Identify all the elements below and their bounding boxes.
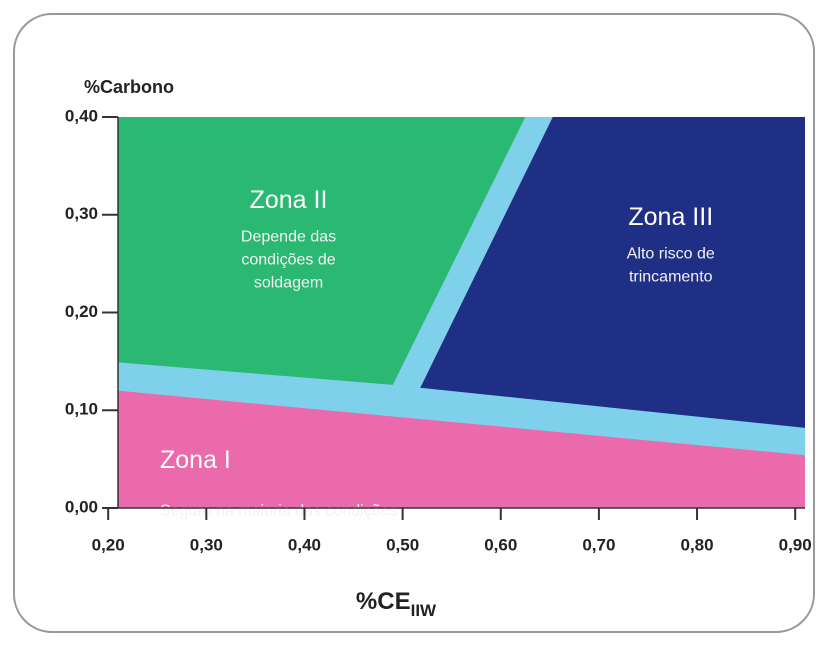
zone-description: soldagem [254,275,323,292]
x-tick-label: 0,30 [190,535,223,554]
x-axis-label: %CEIIW [356,588,437,620]
zone [420,117,805,428]
zone-description: condições de [241,252,335,269]
zone [118,117,526,385]
x-tick-label: 0,90 [779,535,812,554]
y-tick-label: 0,40 [65,106,98,125]
x-tick-label: 0,80 [680,535,713,554]
zone-name: Zona I [160,446,231,474]
y-tick-label: 0,00 [65,497,98,516]
zone-description: Depende das [241,229,336,246]
y-axis-label: %Carbono [84,77,174,97]
x-tick-label: 0,60 [484,535,517,554]
zone-name: Zona II [250,186,328,214]
y-tick-label: 0,20 [65,302,98,321]
x-axis-label-sub: IIW [411,601,437,620]
x-tick-label: 0,20 [92,535,125,554]
x-tick-label: 0,50 [386,535,419,554]
zone-description: Seguro na maioria das condições [160,503,397,520]
zone-description: trincamento [629,269,713,286]
x-axis-label-main: %CE [356,588,411,615]
x-tick-label: 0,70 [582,535,615,554]
zone-description: Alto risco de [627,246,715,263]
zone-name: Zona III [628,203,713,231]
x-tick-label: 0,40 [288,535,321,554]
y-tick-label: 0,30 [65,204,98,223]
y-tick-label: 0,10 [65,400,98,419]
zone [118,390,805,508]
